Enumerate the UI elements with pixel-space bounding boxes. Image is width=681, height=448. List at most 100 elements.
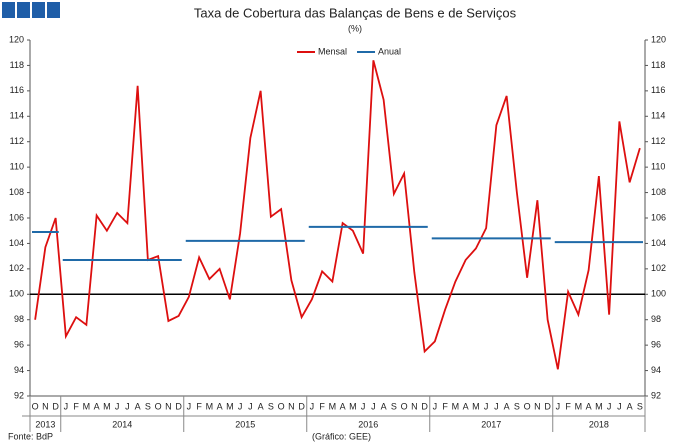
legend-label: Mensal <box>318 46 347 56</box>
y2-tick-label: 108 <box>651 187 666 197</box>
y2-tick-label: 100 <box>651 289 666 299</box>
x-tick-label: S <box>145 401 151 411</box>
y2-tick-label: 114 <box>651 111 665 121</box>
x-tick-label: A <box>504 401 510 411</box>
y-tick-label: 116 <box>10 85 24 95</box>
y-tick-label: 108 <box>9 187 24 197</box>
x-tick-label: F <box>196 401 202 411</box>
x-tick-label: N <box>411 401 418 411</box>
x-tick-label: F <box>319 401 325 411</box>
x-tick-label: M <box>83 401 91 411</box>
source: Fonte: BdP <box>8 431 53 441</box>
x-tick-label: M <box>226 401 234 411</box>
x-tick-label: J <box>64 401 69 411</box>
year-label: 2016 <box>358 419 378 429</box>
y-tick-label: 100 <box>9 289 24 299</box>
logo-square <box>32 2 45 18</box>
x-tick-label: A <box>381 401 387 411</box>
y2-tick-label: 104 <box>651 238 666 248</box>
year-label: 2015 <box>235 419 255 429</box>
x-tick-label: O <box>155 401 162 411</box>
x-tick-label: J <box>187 401 192 411</box>
y2-tick-label: 106 <box>651 212 666 222</box>
x-tick-label: A <box>258 401 264 411</box>
x-tick-label: F <box>565 401 571 411</box>
x-tick-label: O <box>32 401 39 411</box>
x-tick-label: M <box>103 401 111 411</box>
x-tick-label: D <box>52 401 59 411</box>
y-tick-label: 98 <box>14 314 24 324</box>
logo-square <box>2 2 15 18</box>
x-tick-label: N <box>534 401 541 411</box>
x-tick-label: N <box>165 401 172 411</box>
x-tick-label: O <box>401 401 408 411</box>
x-tick-label: J <box>238 401 243 411</box>
x-tick-label: A <box>586 401 592 411</box>
legend-label: Anual <box>378 46 401 56</box>
y2-tick-label: 102 <box>651 263 666 273</box>
y-tick-label: 112 <box>10 136 24 146</box>
x-tick-label: J <box>310 401 315 411</box>
x-tick-label: D <box>544 401 551 411</box>
x-tick-label: J <box>494 401 499 411</box>
x-tick-label: A <box>340 401 346 411</box>
x-tick-label: N <box>42 401 49 411</box>
x-tick-label: A <box>463 401 469 411</box>
x-tick-label: M <box>329 401 337 411</box>
x-tick-label: M <box>206 401 214 411</box>
x-tick-label: S <box>391 401 397 411</box>
x-tick-label: J <box>607 401 612 411</box>
y-tick-label: 94 <box>14 365 24 375</box>
x-tick-label: J <box>125 401 130 411</box>
y2-tick-label: 112 <box>651 136 665 146</box>
x-tick-label: J <box>433 401 438 411</box>
y-tick-label: 106 <box>9 212 24 222</box>
x-tick-label: M <box>595 401 603 411</box>
y2-tick-label: 118 <box>651 60 665 70</box>
x-tick-label: J <box>248 401 253 411</box>
x-tick-label: F <box>73 401 79 411</box>
x-tick-label: J <box>115 401 120 411</box>
y-tick-label: 92 <box>14 390 24 400</box>
y-tick-label: 104 <box>9 238 24 248</box>
x-tick-label: F <box>442 401 448 411</box>
logo-square <box>47 2 60 18</box>
x-tick-label: D <box>421 401 428 411</box>
credit: (Gráfico: GEE) <box>312 431 371 441</box>
y-tick-label: 118 <box>10 60 24 70</box>
x-tick-label: A <box>94 401 100 411</box>
x-tick-label: A <box>627 401 633 411</box>
x-tick-label: D <box>175 401 182 411</box>
y2-tick-label: 116 <box>651 85 665 95</box>
x-tick-label: M <box>349 401 357 411</box>
y2-tick-label: 120 <box>651 34 666 44</box>
x-tick-label: D <box>298 401 305 411</box>
y2-tick-label: 96 <box>651 340 661 350</box>
x-tick-label: A <box>217 401 223 411</box>
y2-tick-label: 98 <box>651 314 661 324</box>
x-tick-label: M <box>575 401 583 411</box>
series-line <box>34 60 641 370</box>
x-tick-label: O <box>278 401 285 411</box>
y2-tick-label: 94 <box>651 365 661 375</box>
y-tick-label: 114 <box>10 111 24 121</box>
x-tick-label: M <box>472 401 480 411</box>
y-tick-label: 120 <box>9 34 24 44</box>
y-tick-label: 96 <box>14 340 24 350</box>
x-tick-label: S <box>268 401 274 411</box>
x-tick-label: O <box>524 401 531 411</box>
x-tick-label: S <box>637 401 643 411</box>
logo <box>2 2 60 18</box>
x-tick-label: J <box>484 401 489 411</box>
year-label: 2013 <box>35 419 55 429</box>
x-tick-label: J <box>556 401 561 411</box>
x-tick-label: S <box>514 401 520 411</box>
y2-tick-label: 110 <box>651 162 665 172</box>
x-tick-label: N <box>288 401 295 411</box>
x-tick-label: A <box>135 401 141 411</box>
x-tick-label: J <box>361 401 366 411</box>
x-tick-label: J <box>371 401 376 411</box>
y2-tick-label: 92 <box>651 390 661 400</box>
x-tick-label: J <box>617 401 622 411</box>
